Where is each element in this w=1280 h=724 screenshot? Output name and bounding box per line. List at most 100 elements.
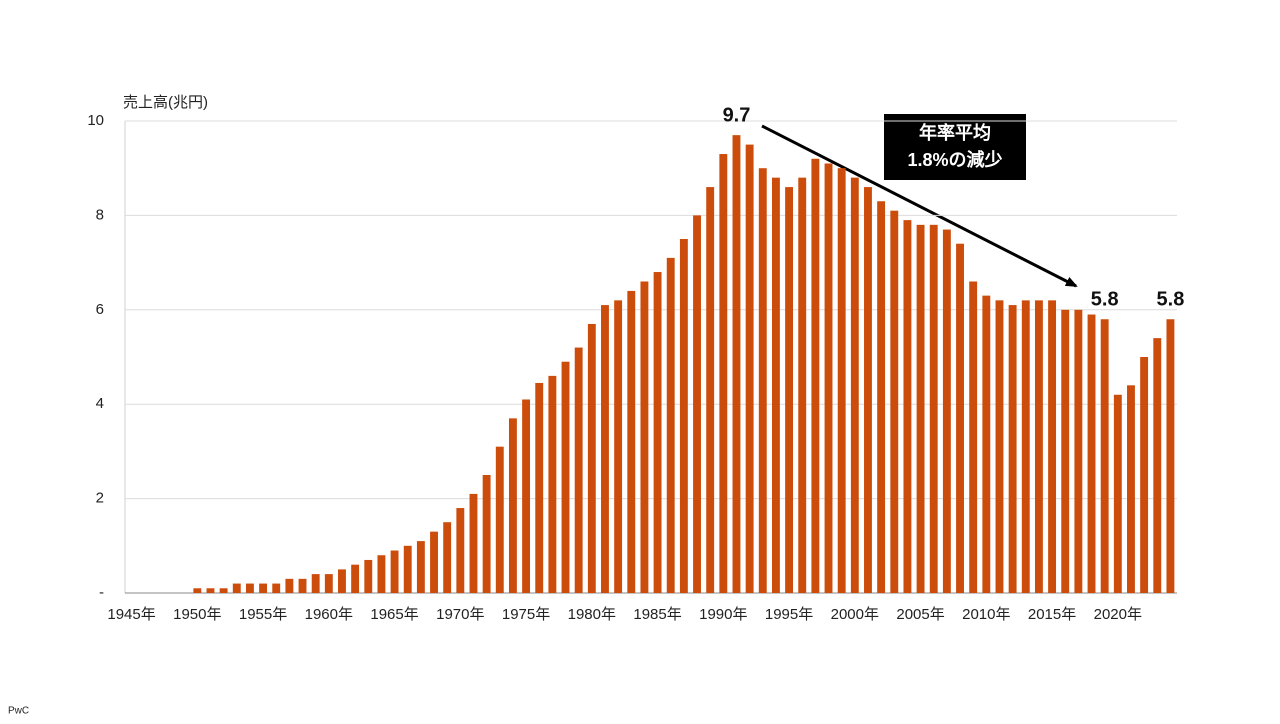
bar — [443, 522, 452, 593]
bar — [1113, 394, 1122, 593]
bar — [745, 144, 754, 593]
bar — [1100, 319, 1109, 593]
x-tick-label: 2020年 — [1094, 606, 1142, 623]
bar — [469, 493, 478, 593]
bar — [587, 323, 596, 593]
bar — [1021, 300, 1030, 593]
bar — [1140, 357, 1149, 593]
bar — [324, 574, 333, 593]
bar — [1034, 300, 1043, 593]
bar — [706, 187, 715, 593]
bar — [1048, 300, 1057, 593]
bar — [232, 583, 241, 593]
bar — [535, 382, 544, 593]
bar — [351, 564, 360, 593]
bar — [219, 588, 228, 593]
bar — [956, 243, 964, 593]
bar — [1153, 338, 1162, 593]
x-tick-label: 1970年 — [436, 606, 484, 623]
y-tick-label: 10 — [87, 112, 104, 129]
bar — [245, 583, 254, 593]
bar — [758, 168, 767, 593]
x-tick-label: 2015年 — [1028, 606, 1076, 623]
annotation-text: 年率平均 — [919, 122, 991, 143]
bar — [864, 187, 872, 593]
y-axis-label: 売上高(兆円) — [123, 94, 208, 111]
x-tick-label: 1965年 — [370, 606, 418, 623]
value-label: 9.7 — [723, 104, 751, 126]
bar — [508, 418, 517, 593]
bar — [982, 295, 991, 593]
bar — [193, 588, 202, 593]
bar — [666, 257, 675, 593]
annotation-text: 1.8%の減少 — [907, 149, 1002, 170]
bar — [548, 375, 557, 593]
bar — [311, 574, 320, 593]
bar — [430, 531, 438, 593]
x-tick-label: 1945年 — [107, 606, 155, 623]
x-tick-label: 1955年 — [239, 606, 287, 623]
bar — [416, 541, 425, 593]
trend-arrow — [761, 124, 1078, 288]
x-tick-label: 1960年 — [305, 606, 353, 623]
x-tick-label: 2010年 — [962, 606, 1010, 623]
y-tick-label: 4 — [96, 395, 104, 412]
x-tick-label: 1995年 — [765, 606, 813, 623]
x-tick-label: 1980年 — [568, 606, 616, 623]
y-tick-label: 6 — [96, 301, 104, 318]
bar — [679, 239, 688, 593]
bar — [732, 135, 741, 593]
bar — [206, 588, 215, 593]
bar — [837, 168, 846, 593]
bar — [693, 215, 701, 593]
bar — [482, 475, 491, 593]
y-tick-label: 8 — [96, 206, 104, 223]
x-tick-label: 1985年 — [633, 606, 681, 623]
bar — [969, 281, 978, 593]
x-tick-label: 2000年 — [831, 606, 879, 623]
bar — [561, 361, 570, 593]
value-label: 5.8 — [1091, 289, 1119, 311]
bar — [877, 201, 886, 594]
bar — [522, 399, 531, 593]
bar — [298, 578, 307, 593]
bar — [1008, 305, 1017, 593]
bar — [929, 224, 938, 593]
x-tick-label: 1950年 — [173, 606, 221, 623]
bar — [811, 158, 820, 593]
bar — [798, 177, 807, 593]
bar — [377, 555, 386, 593]
bar — [601, 305, 609, 593]
bar — [390, 550, 399, 593]
bar — [574, 347, 583, 593]
bar — [495, 446, 504, 593]
bar — [1127, 385, 1135, 593]
bar — [1074, 309, 1083, 593]
bar — [1061, 309, 1070, 593]
bar — [719, 154, 728, 594]
bar — [272, 583, 281, 593]
bar — [995, 300, 1004, 593]
bar — [338, 569, 346, 593]
bar — [403, 545, 412, 593]
bar — [456, 508, 465, 593]
bar — [824, 163, 833, 594]
bar — [653, 272, 662, 593]
bar — [364, 559, 373, 593]
bar — [890, 210, 899, 593]
bar — [903, 220, 912, 593]
bar — [916, 224, 925, 593]
annotation-box — [884, 114, 1026, 180]
y-tick-label: - — [99, 584, 104, 601]
bar — [614, 300, 623, 593]
bar — [627, 290, 636, 593]
bar — [785, 187, 794, 593]
bar — [850, 177, 859, 593]
value-label: 5.8 — [1157, 289, 1185, 311]
x-tick-label: 2005年 — [896, 606, 944, 623]
bar — [285, 578, 294, 593]
bar — [1087, 314, 1096, 593]
bar — [259, 583, 268, 593]
x-tick-label: 1990年 — [699, 606, 747, 623]
